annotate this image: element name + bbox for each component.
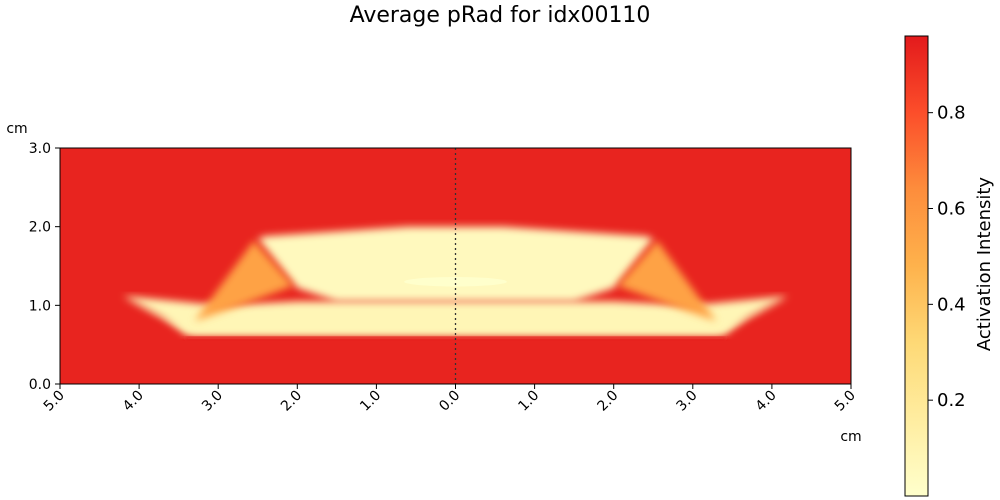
y-tick-label: 1.0 [29,298,51,314]
colorbar-ticks: 0.2 0.4 0.6 0.8 [928,103,966,411]
x-tick-label: 2.0 [594,388,621,415]
x-tick-label: 5.0 [832,388,859,415]
x-tick-label: 3.0 [674,388,701,415]
x-tick-label: 2.0 [278,388,305,415]
colorbar-tick-label: 0.8 [937,103,966,124]
colorbar: 0.2 0.4 0.6 0.8 Activation Intensity [904,35,995,497]
x-tick-label: 3.0 [199,388,226,415]
heatmap-region-hot-spot [404,277,507,287]
y-axis: 0.0 1.0 2.0 3.0 [29,141,60,393]
colorbar-tick-label: 0.2 [937,390,966,411]
heatmap-region-lower-band [123,295,788,336]
colorbar-tick-label: 0.6 [937,199,966,220]
x-tick-label: 4.0 [753,388,780,415]
y-axis-unit-label: cm [6,121,27,137]
y-tick-label: 3.0 [29,141,51,157]
colorbar-gradient [904,35,929,497]
colorbar-label: Activation Intensity [974,177,995,352]
x-tick-label: 1.0 [357,388,384,415]
x-tick-label: 4.0 [120,388,147,415]
x-axis-unit-label: cm [840,429,861,445]
x-tick-label: 0.0 [436,388,463,415]
y-tick-label: 0.0 [29,377,51,393]
heatmap-region-right-wing [617,240,717,322]
x-tick-label: 1.0 [515,388,542,415]
chart-title: Average pRad for idx00110 [350,3,651,28]
x-axis: 5.0 4.0 3.0 2.0 1.0 0.0 1.0 2.0 3.0 4.0 5.0 [41,384,859,415]
heatmap-region-left-wing [194,240,294,322]
colorbar-tick-label: 0.4 [937,294,966,315]
y-tick-label: 2.0 [29,220,51,236]
plot-area [59,147,852,385]
